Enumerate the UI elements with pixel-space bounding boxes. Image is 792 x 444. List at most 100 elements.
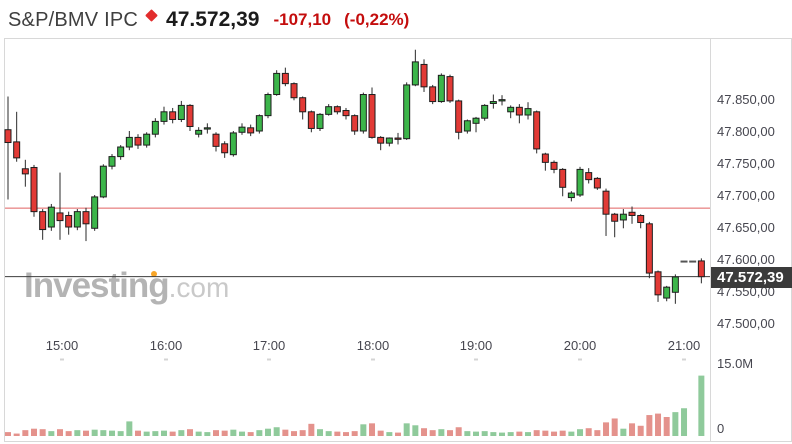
price-change-percent: (-0,22%): [344, 10, 410, 29]
volume-bar: [403, 423, 410, 436]
volume-bar: [187, 429, 194, 436]
candle-body: [273, 72, 281, 96]
candle-body: [160, 111, 168, 122]
volume-bar: [161, 430, 168, 436]
time-axis-label: 16:00: [149, 338, 183, 353]
price-axis-label: 47.800,00: [717, 124, 775, 139]
volume-bar: [308, 423, 315, 436]
volume-bar: [611, 418, 618, 436]
candle-body: [359, 94, 367, 132]
volume-bar: [325, 431, 332, 436]
candle-body: [125, 136, 133, 148]
time-axis-label: 19:00: [459, 338, 493, 353]
volume-bar: [412, 425, 419, 436]
candle-body: [99, 165, 107, 198]
volume-bar: [577, 429, 584, 436]
candle-body: [515, 106, 523, 116]
volume-bar: [672, 412, 679, 436]
candle-body: [264, 94, 272, 117]
candle-body: [351, 115, 359, 132]
volume-bar: [594, 430, 601, 436]
candle-body: [290, 83, 298, 99]
volume-axis-max-label: 15.0M: [717, 356, 754, 371]
volume-bar: [178, 430, 185, 436]
candle-body: [489, 101, 497, 104]
time-axis-label: 18:00: [356, 338, 390, 353]
volume-bar: [57, 429, 64, 436]
candle-body: [134, 136, 142, 146]
candle-body: [221, 143, 229, 154]
candle-body: [281, 72, 289, 85]
candle-body: [203, 127, 211, 130]
price-axis-label: 47.750,00: [717, 156, 775, 171]
volume-bar: [568, 431, 575, 436]
instrument-name: S&P/BMV IPC: [8, 8, 139, 31]
volume-bar: [386, 432, 393, 436]
volume-bar: [5, 432, 11, 436]
candle-body: [212, 133, 220, 147]
chart-frame: [4, 38, 792, 442]
candle-body: [307, 111, 315, 129]
volume-bar: [490, 432, 497, 436]
candle-body: [65, 214, 73, 228]
candle-body: [385, 137, 393, 144]
volume-bar: [135, 430, 142, 436]
volume-bar: [655, 413, 662, 436]
volume-bar: [117, 431, 124, 436]
volume-bar: [473, 431, 480, 436]
candle-body: [559, 168, 567, 188]
volume-bar: [551, 431, 558, 436]
candle-body: [342, 110, 350, 117]
candle-body: [498, 99, 506, 102]
candle-body: [533, 111, 541, 150]
candle-body: [611, 213, 619, 222]
quote-header: S&P/BMV IPC 47.572,39 -107,10 (-0,22%): [8, 6, 422, 34]
watermark-orange-dot-icon: [151, 271, 157, 277]
time-axis-label: 15:00: [45, 338, 79, 353]
candle-body: [143, 133, 151, 146]
volume-bar: [629, 423, 636, 436]
candle-body: [91, 196, 99, 229]
volume-bar: [204, 432, 211, 436]
candle-body: [177, 104, 185, 120]
candle-body: [56, 212, 64, 222]
candle-body: [299, 97, 307, 113]
volume-bar: [169, 431, 176, 436]
volume-bar: [377, 430, 384, 436]
volume-bar: [91, 429, 98, 436]
volume-bar: [22, 430, 29, 436]
candle-body: [247, 127, 255, 134]
volume-bar: [421, 428, 428, 436]
candle-body: [593, 177, 601, 189]
volume-bar: [369, 423, 376, 436]
last-price-badge: 47.572,39: [711, 266, 792, 288]
candle-body: [73, 211, 81, 228]
volume-bar: [360, 424, 367, 436]
time-axis-label: 20:00: [563, 338, 597, 353]
candle-body: [455, 100, 463, 133]
volume-bar: [438, 429, 445, 436]
investing-watermark: Investing.com: [24, 268, 229, 303]
volume-bar: [351, 431, 358, 436]
candle-body: [507, 106, 515, 113]
volume-bar: [299, 430, 306, 436]
candle-body: [39, 211, 47, 231]
volume-bar: [637, 425, 644, 436]
candle-body: [446, 76, 454, 102]
last-price: 47.572,39: [166, 8, 260, 31]
volume-bar: [542, 430, 549, 436]
candle-body: [541, 153, 549, 163]
candle-body: [4, 129, 12, 144]
candle-body: [82, 211, 90, 225]
volume-bar: [481, 431, 488, 436]
volume-bar: [265, 428, 272, 436]
price-axis-label: 47.500,00: [717, 316, 775, 331]
volume-bar: [282, 429, 289, 436]
volume-bar: [74, 430, 81, 436]
price-axis-label: 47.650,00: [717, 220, 775, 235]
candle-body: [333, 106, 341, 113]
candle-body: [47, 206, 55, 228]
volume-bar: [499, 432, 506, 436]
price-change: -107,10: [273, 10, 332, 29]
